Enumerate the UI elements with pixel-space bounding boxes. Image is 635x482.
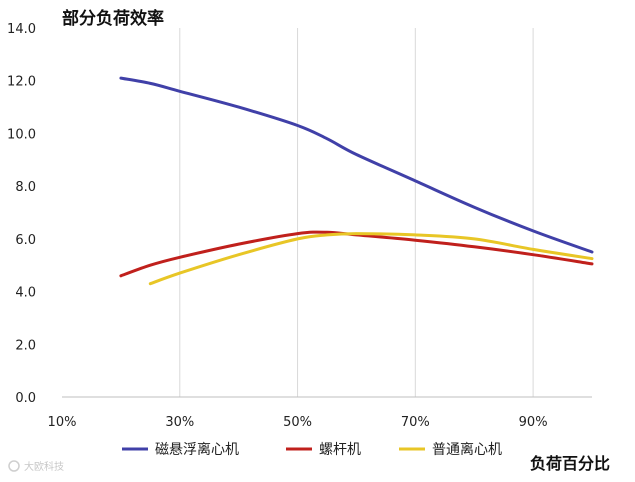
y-tick-label: 6.0 [15,233,36,248]
y-tick-label: 4.0 [15,286,36,301]
x-tick-label: 70% [401,415,430,430]
x-axis-ticks: 10% 30% 50% 70% 90% [48,415,548,430]
legend-label: 螺杆机 [319,442,361,458]
series-line [148,232,594,286]
y-tick-label: 8.0 [15,180,36,195]
series-line [119,76,594,254]
y-axis-ticks: 0.0 2.0 4.0 6.0 8.0 10.0 12.0 14.0 [7,22,36,406]
x-tick-label: 30% [165,415,194,430]
series-lines [119,76,594,286]
legend: 磁悬浮离心机 螺杆机 普通离心机 [122,441,502,458]
x-tick-label: 10% [48,415,77,430]
legend-label: 普通离心机 [432,441,502,458]
y-tick-label: 14.0 [7,22,36,37]
grid-lines [179,28,534,397]
watermark-text: 大欧科技 [24,460,64,473]
x-tick-label: 90% [519,415,548,430]
watermark: 大欧科技 [8,460,64,473]
series-line [119,230,594,278]
legend-label: 磁悬浮离心机 [155,441,239,458]
y-tick-label: 2.0 [15,338,36,353]
x-tick-label: 50% [283,415,312,430]
y-tick-label: 0.0 [15,391,36,406]
y-tick-label: 10.0 [7,127,36,142]
y-tick-label: 12.0 [7,75,36,90]
chart-title: 部分负荷效率 [62,8,164,29]
watermark-logo-icon [8,460,20,472]
x-axis-label: 负荷百分比 [530,454,610,473]
